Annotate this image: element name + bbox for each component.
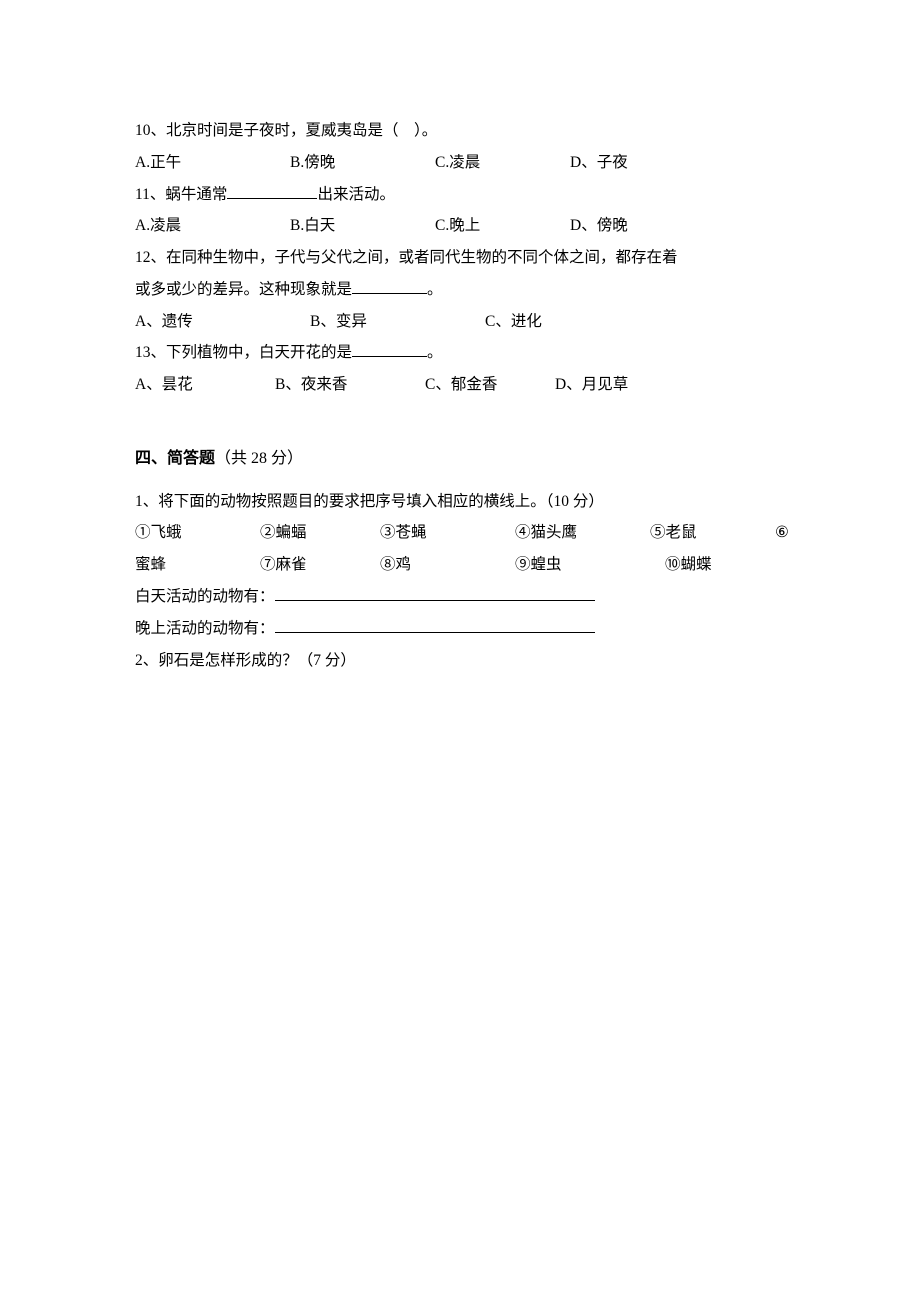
animal-10: ⑨蝗虫 xyxy=(515,549,665,581)
q12-choice-b: B、变异 xyxy=(310,306,485,338)
q12-line2-prefix: 或多或少的差异。这种现象就是 xyxy=(135,281,352,298)
q10-text: 10、北京时间是子夜时，夏威夷岛是（ ）。 xyxy=(135,115,790,147)
animal-9: ⑧鸡 xyxy=(380,549,515,581)
animal-4: ④猫头鹰 xyxy=(515,517,650,549)
section4-title-rest: （共 28 分） xyxy=(215,450,303,467)
q12-line1: 12、在同种生物中，子代与父代之间，或者同代生物的不同个体之间，都存在着 xyxy=(135,242,790,274)
q13-choice-a: A、昙花 xyxy=(135,369,275,401)
q10-choice-b: B.傍晚 xyxy=(290,147,435,179)
q13-prefix: 13、下列植物中，白天开花的是 xyxy=(135,344,352,361)
q11-choice-a: A.凌晨 xyxy=(135,210,290,242)
q12-choice-a: A、遗传 xyxy=(135,306,310,338)
q13-blank xyxy=(352,356,427,357)
q13-choice-c: C、郁金香 xyxy=(425,369,555,401)
sq1-text: 1、将下面的动物按照题目的要求把序号填入相应的横线上。（10 分） xyxy=(135,486,790,518)
q12-blank xyxy=(352,293,427,294)
q11-suffix: 出来活动。 xyxy=(317,186,395,203)
section4-title: 四、简答题（共 28 分） xyxy=(135,443,790,476)
animal-11: ⑩蝴蝶 xyxy=(665,549,712,581)
animal-8: ⑦麻雀 xyxy=(260,549,380,581)
sq1-day-label: 白天活动的动物有： xyxy=(135,588,275,605)
q11-blank xyxy=(227,198,317,199)
q13-choices: A、昙花 B、夜来香 C、郁金香 D、月见草 xyxy=(135,369,790,401)
q12-line2: 或多或少的差异。这种现象就是 。 xyxy=(135,274,790,306)
animal-5: ⑤老鼠 xyxy=(650,517,775,549)
q11-choice-d: D、傍晚 xyxy=(570,210,628,242)
q13-suffix: 。 xyxy=(427,344,443,361)
q13-text: 13、下列植物中，白天开花的是 。 xyxy=(135,337,790,369)
sq1-day: 白天活动的动物有： xyxy=(135,581,790,613)
q12-line2-suffix: 。 xyxy=(427,281,443,298)
q11-choice-c: C.晚上 xyxy=(435,210,570,242)
q10-choices: A.正午 B.傍晚 C.凌晨 D、子夜 xyxy=(135,147,790,179)
q13-choice-d: D、月见草 xyxy=(555,369,628,401)
sq1-night: 晚上活动的动物有： xyxy=(135,613,790,645)
animal-1: ①飞蛾 xyxy=(135,517,260,549)
animal-row-1: ①飞蛾 ②蝙蝠 ③苍蝇 ④猫头鹰 ⑤老鼠 ⑥ xyxy=(135,517,790,549)
sq2-text: 2、卵石是怎样形成的？（7 分） xyxy=(135,645,790,677)
animal-3: ③苍蝇 xyxy=(380,517,515,549)
animal-7: 蜜蜂 xyxy=(135,549,260,581)
sq1-night-label: 晚上活动的动物有： xyxy=(135,620,275,637)
q10-choice-c: C.凌晨 xyxy=(435,147,570,179)
section4-title-bold: 四、简答题 xyxy=(135,450,215,467)
sq1-day-blank xyxy=(275,600,595,601)
q13-choice-b: B、夜来香 xyxy=(275,369,425,401)
q10-choice-d: D、子夜 xyxy=(570,147,628,179)
q11-choices: A.凌晨 B.白天 C.晚上 D、傍晚 xyxy=(135,210,790,242)
q11-choice-b: B.白天 xyxy=(290,210,435,242)
animal-2: ②蝙蝠 xyxy=(260,517,380,549)
sq1-night-blank xyxy=(275,632,595,633)
q11-prefix: 11、蜗牛通常 xyxy=(135,186,227,203)
q11-text: 11、蜗牛通常 出来活动。 xyxy=(135,179,790,211)
q10-choice-a: A.正午 xyxy=(135,147,290,179)
animal-6: ⑥ xyxy=(775,517,789,549)
q12-choices: A、遗传 B、变异 C、进化 xyxy=(135,306,790,338)
q12-choice-c: C、进化 xyxy=(485,306,542,338)
animal-row-2: 蜜蜂 ⑦麻雀 ⑧鸡 ⑨蝗虫 ⑩蝴蝶 xyxy=(135,549,790,581)
